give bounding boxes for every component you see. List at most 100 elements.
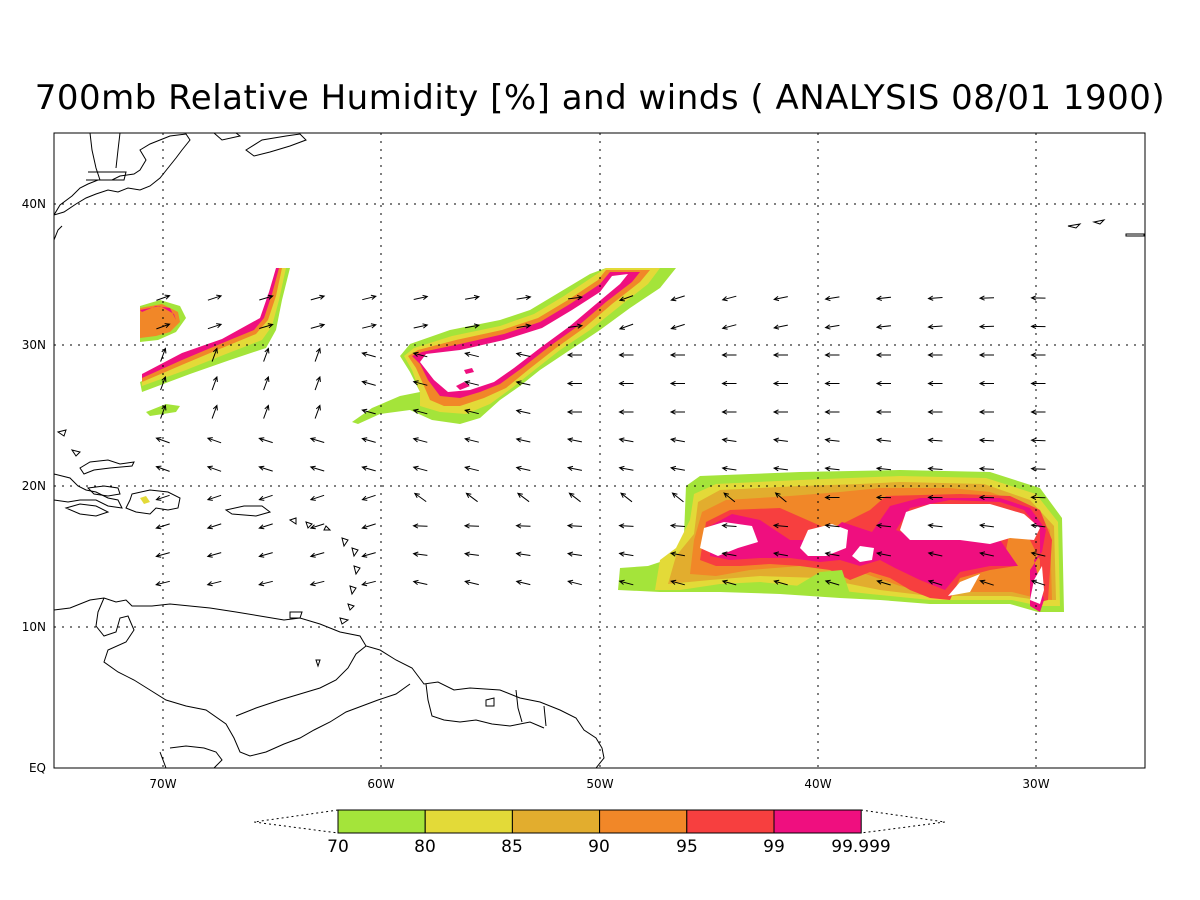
wind-arrow bbox=[314, 404, 321, 419]
wind-arrow bbox=[875, 494, 892, 501]
wind-arrow bbox=[465, 323, 481, 329]
wind-arrow bbox=[773, 296, 788, 302]
wind-arrow bbox=[875, 437, 892, 443]
wind-arrow bbox=[1030, 295, 1046, 301]
wind-arrow bbox=[875, 466, 892, 472]
wind-arrow bbox=[772, 380, 788, 387]
wind-arrow bbox=[669, 437, 685, 443]
wind-arrow bbox=[669, 551, 685, 557]
colorbar-swatch bbox=[773, 809, 862, 834]
wind-arrow bbox=[772, 352, 788, 358]
wind-arrow bbox=[1030, 523, 1046, 529]
wind-arrow bbox=[361, 465, 376, 472]
wind-arrow bbox=[618, 295, 634, 302]
wind-arrow bbox=[978, 380, 994, 387]
wind-arrow bbox=[155, 580, 170, 587]
wind-arrow bbox=[567, 579, 582, 586]
wind-arrow bbox=[927, 409, 943, 415]
wind-arrow bbox=[309, 552, 325, 558]
wind-arrow bbox=[824, 295, 840, 302]
wind-arrow bbox=[927, 324, 943, 330]
wind-arrow bbox=[774, 492, 787, 503]
wind-arrow bbox=[978, 352, 994, 358]
wind-arrow bbox=[310, 294, 326, 301]
wind-arrow bbox=[618, 409, 634, 415]
wind-arrow bbox=[824, 409, 840, 415]
colorbar-swatch bbox=[599, 809, 688, 834]
wind-arrow bbox=[875, 523, 892, 529]
wind-arrow bbox=[978, 494, 995, 501]
wind-arrow bbox=[927, 437, 943, 443]
wind-arrow bbox=[669, 380, 685, 387]
lat-tick-label: 30N bbox=[22, 338, 46, 352]
wind-arrow bbox=[464, 351, 479, 358]
wind-arrow bbox=[875, 324, 892, 330]
wind-arrow bbox=[463, 523, 480, 529]
wind-arrow bbox=[1030, 323, 1046, 330]
wind-arrow bbox=[927, 494, 943, 501]
wind-arrow bbox=[258, 465, 273, 472]
wind-arrow bbox=[465, 492, 478, 503]
wind-arrow bbox=[211, 404, 218, 419]
wind-arrow bbox=[412, 465, 428, 472]
wind-arrow bbox=[927, 295, 943, 301]
colorbar-left-extension bbox=[253, 809, 339, 834]
wind-arrow bbox=[207, 323, 223, 330]
wind-arrow bbox=[618, 551, 634, 557]
wind-arrow bbox=[206, 523, 222, 530]
lon-tick-label: 40W bbox=[804, 777, 831, 791]
colorbar-label: 99.999 bbox=[831, 837, 890, 857]
wind-arrow bbox=[875, 551, 891, 557]
wind-arrow bbox=[824, 523, 840, 529]
wind-arrow bbox=[515, 579, 531, 586]
wind-arrow bbox=[723, 492, 736, 503]
wind-arrow bbox=[927, 551, 943, 557]
wind-arrow bbox=[566, 523, 583, 529]
wind-arrow bbox=[773, 324, 788, 330]
colorbar-right-extension bbox=[860, 809, 946, 834]
wind-arrow bbox=[160, 375, 167, 391]
wind-arrow bbox=[361, 437, 376, 443]
wind-arrow bbox=[309, 494, 325, 501]
wind-arrow bbox=[669, 465, 685, 472]
wind-arrow bbox=[464, 380, 479, 386]
wind-arrow bbox=[464, 579, 479, 586]
wind-arrow bbox=[566, 352, 582, 358]
colorbar-label: 80 bbox=[414, 837, 436, 857]
wind-arrow bbox=[314, 375, 321, 391]
wind-arrow bbox=[309, 580, 325, 587]
colorbar-swatch bbox=[424, 809, 513, 834]
wind-arrow bbox=[515, 523, 531, 529]
wind-arrow bbox=[361, 523, 376, 530]
wind-arrow bbox=[155, 552, 170, 558]
wind-arrow bbox=[721, 409, 737, 415]
wind-arrow bbox=[618, 523, 634, 529]
wind-arrow bbox=[211, 347, 218, 362]
wind-arrow bbox=[464, 465, 479, 472]
wind-arrow bbox=[206, 437, 222, 444]
wind-arrow bbox=[824, 494, 840, 501]
wind-arrow bbox=[978, 409, 994, 415]
wind-arrow bbox=[361, 351, 376, 358]
wind-arrow bbox=[566, 409, 582, 415]
wind-arrow bbox=[927, 380, 943, 387]
wind-arrow bbox=[721, 295, 737, 302]
wind-arrow bbox=[978, 466, 995, 472]
wind-arrow bbox=[979, 579, 994, 586]
wind-arrow bbox=[1030, 551, 1046, 557]
wind-arrow bbox=[824, 579, 840, 586]
wind-arrow bbox=[258, 494, 273, 501]
wind-arrow bbox=[207, 294, 223, 301]
wind-arrow bbox=[978, 323, 995, 330]
lon-tick-label: 70W bbox=[149, 777, 176, 791]
wind-arrow bbox=[824, 352, 840, 358]
colorbar-label: 90 bbox=[588, 837, 610, 857]
wind-arrow bbox=[361, 380, 376, 386]
wind-arrow bbox=[1030, 380, 1046, 387]
latitude-axis: 40N 30N 20N 10N EQ bbox=[22, 197, 46, 775]
wind-arrow bbox=[721, 579, 737, 586]
wind-arrow bbox=[412, 408, 428, 415]
wind-arrow bbox=[361, 552, 376, 558]
lat-tick-label: 40N bbox=[22, 197, 46, 211]
humidity-shading bbox=[140, 268, 1064, 612]
